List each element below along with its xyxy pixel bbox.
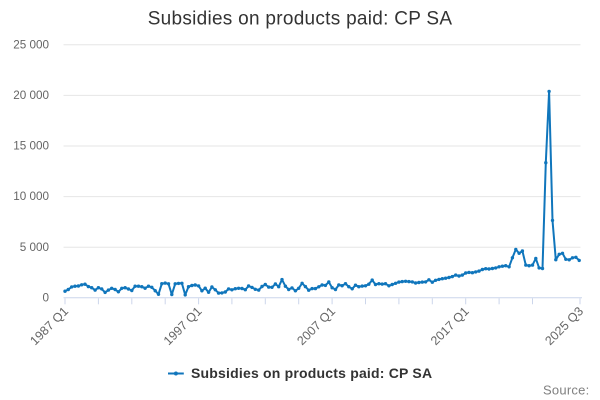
svg-text:Source:: Source: [543, 382, 590, 397]
svg-text:10 000: 10 000 [13, 190, 49, 203]
svg-text:25 000: 25 000 [13, 38, 49, 51]
svg-text:20 000: 20 000 [13, 89, 49, 102]
svg-text:5 000: 5 000 [20, 241, 50, 254]
svg-text:Subsidies on products paid: CP: Subsidies on products paid: CP SA [148, 9, 453, 30]
svg-text:Subsidies on products paid: CP: Subsidies on products paid: CP SA [191, 365, 432, 381]
svg-text:15 000: 15 000 [13, 140, 49, 153]
svg-text:0: 0 [42, 291, 49, 304]
